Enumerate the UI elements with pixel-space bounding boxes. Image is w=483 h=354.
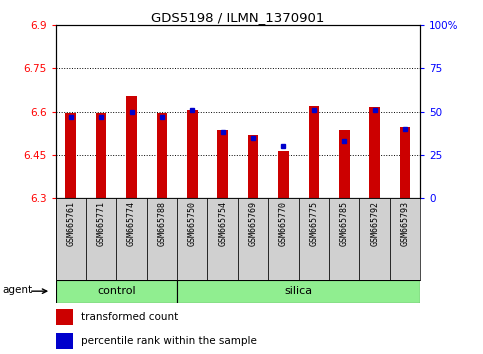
Text: GSM665792: GSM665792	[370, 201, 379, 246]
Bar	[65, 113, 76, 198]
Text: GSM665754: GSM665754	[218, 201, 227, 246]
Text: GSM665769: GSM665769	[249, 201, 257, 246]
Bar	[248, 135, 258, 198]
Text: GSM665761: GSM665761	[66, 201, 75, 246]
Bar	[278, 150, 289, 198]
Bar	[56, 309, 72, 325]
Text: silica: silica	[284, 286, 313, 296]
Text: GSM665793: GSM665793	[400, 201, 410, 246]
Bar	[208, 198, 238, 280]
Text: GSM665770: GSM665770	[279, 201, 288, 246]
Bar	[126, 96, 137, 198]
Bar	[177, 280, 420, 303]
Bar	[217, 130, 228, 198]
Text: GSM665775: GSM665775	[309, 201, 318, 246]
Text: percentile rank within the sample: percentile rank within the sample	[81, 336, 257, 346]
Bar	[187, 110, 198, 198]
Bar	[96, 113, 106, 198]
Bar	[369, 107, 380, 198]
Bar	[86, 198, 116, 280]
Bar	[359, 198, 390, 280]
Title: GDS5198 / ILMN_1370901: GDS5198 / ILMN_1370901	[151, 11, 325, 24]
Text: agent: agent	[3, 285, 33, 295]
Bar	[238, 198, 268, 280]
Bar	[268, 198, 298, 280]
Bar	[309, 106, 319, 198]
Text: transformed count: transformed count	[81, 312, 178, 322]
Bar	[400, 127, 411, 198]
Text: GSM665788: GSM665788	[157, 201, 167, 246]
Bar	[116, 198, 147, 280]
Bar	[56, 333, 72, 349]
Text: GSM665750: GSM665750	[188, 201, 197, 246]
Text: GSM665774: GSM665774	[127, 201, 136, 246]
Bar	[339, 130, 350, 198]
Bar	[56, 198, 86, 280]
Bar	[56, 280, 177, 303]
Text: GSM665771: GSM665771	[97, 201, 106, 246]
Bar	[298, 198, 329, 280]
Bar	[156, 113, 167, 198]
Bar	[147, 198, 177, 280]
Bar	[390, 198, 420, 280]
Bar	[329, 198, 359, 280]
Bar	[177, 198, 208, 280]
Text: GSM665785: GSM665785	[340, 201, 349, 246]
Text: control: control	[97, 286, 136, 296]
